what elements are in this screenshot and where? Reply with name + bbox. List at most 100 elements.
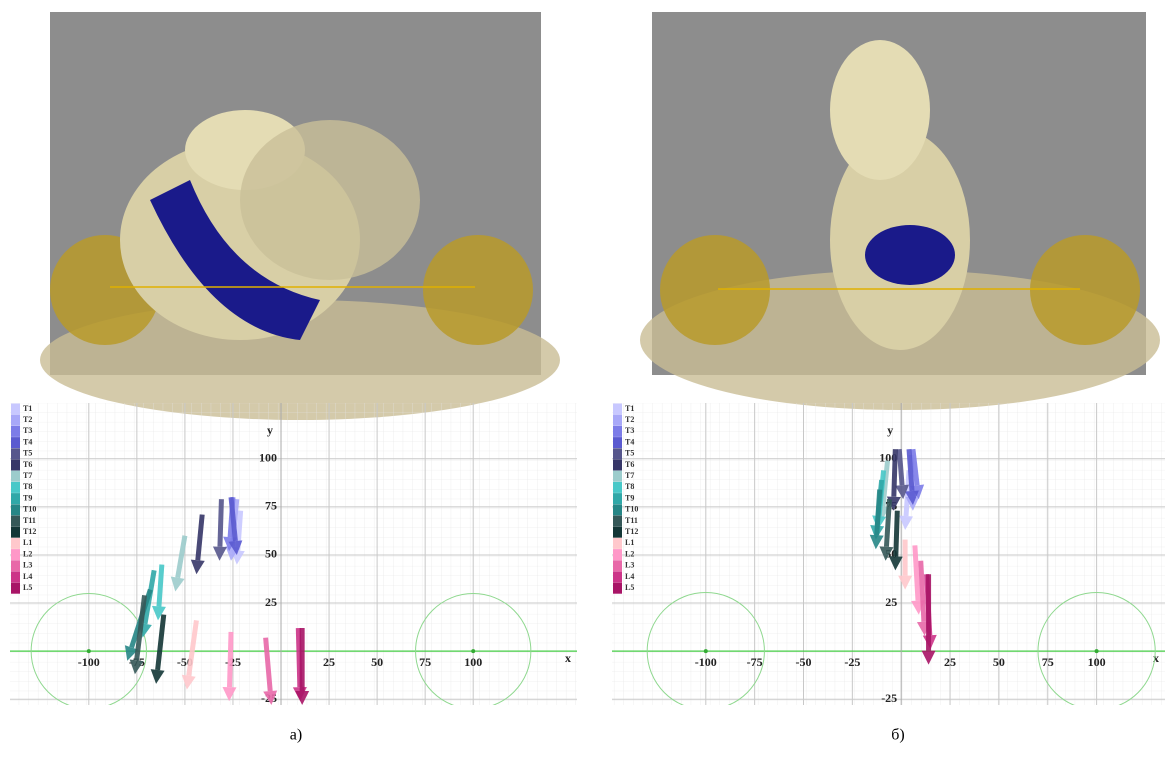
legend-label: T4 (23, 437, 32, 446)
legend-label: T9 (625, 493, 634, 502)
x-tick-label: -100 (695, 655, 717, 669)
x-tick-label: -100 (78, 655, 100, 669)
vector-arrow (894, 449, 896, 497)
legend-swatch (11, 504, 20, 515)
legend-swatch (11, 560, 20, 571)
legend-label: T3 (625, 426, 634, 435)
legend-label: L2 (23, 549, 32, 558)
legend-label: T9 (23, 493, 32, 502)
legend-label: T3 (23, 426, 32, 435)
legend-swatch (11, 448, 20, 459)
x-tick-label: 100 (1088, 655, 1106, 669)
y-axis-label: y (267, 423, 273, 437)
legend-swatch (11, 538, 20, 549)
legend-label: L3 (625, 561, 634, 570)
x-tick-label: 75 (419, 655, 431, 669)
center-dot (471, 649, 475, 653)
legend-label: L5 (23, 583, 32, 592)
x-tick-label: 50 (993, 655, 1005, 669)
x-tick-label: -25 (225, 655, 241, 669)
y-tick-label: 25 (265, 595, 277, 609)
legend-swatch (11, 549, 20, 560)
vector-arrow (159, 565, 162, 607)
legend-label: T6 (625, 460, 634, 469)
render-right (640, 12, 1160, 410)
vector-arrow (896, 511, 897, 557)
y-tick-label: 25 (885, 595, 897, 609)
legend-swatch (613, 482, 622, 493)
legend-swatch (613, 560, 622, 571)
legend-label: T8 (23, 482, 32, 491)
legend-swatch (11, 426, 20, 437)
legend-label: T11 (625, 516, 638, 525)
x-tick-label: 100 (464, 655, 482, 669)
legend-swatch (613, 538, 622, 549)
y-tick-label: 50 (265, 547, 277, 561)
legend-swatch (613, 527, 622, 538)
x-axis-label: x (565, 651, 571, 665)
legend-swatch (11, 415, 20, 426)
legend-label: L4 (625, 572, 634, 581)
y-tick-label: -25 (881, 691, 897, 705)
x-tick-label: 50 (371, 655, 383, 669)
legend-label: T2 (23, 415, 32, 424)
legend-label: T12 (625, 527, 638, 536)
legend-label: T12 (23, 527, 36, 536)
legend-swatch (613, 437, 622, 448)
legend-swatch (613, 583, 622, 594)
legend-swatch (11, 471, 20, 482)
legend-label: T7 (23, 471, 32, 480)
legend-label: L4 (23, 572, 32, 581)
legend-label: T10 (23, 505, 36, 514)
legend-label: L5 (625, 583, 634, 592)
legend-label: T5 (23, 449, 32, 458)
legend-swatch (613, 404, 622, 415)
legend-label: T1 (23, 404, 32, 413)
legend-swatch (613, 504, 622, 515)
vector-arrow (230, 632, 232, 687)
legend-swatch (11, 493, 20, 504)
legend-swatch (11, 516, 20, 527)
legend-label: T1 (625, 404, 634, 413)
legend-label: T10 (625, 505, 638, 514)
x-tick-label: -75 (747, 655, 763, 669)
caption: б) (891, 727, 904, 744)
legend-swatch (11, 404, 20, 415)
legend-swatch (613, 549, 622, 560)
vector-arrow (915, 545, 918, 600)
figure: а) б) -100 -75 -50 -25 25 50 75 100 -25 25 50 75 100… (0, 0, 1175, 753)
legend-swatch (613, 426, 622, 437)
x-tick-label: -25 (844, 655, 860, 669)
legend-swatch (11, 572, 20, 583)
legend-swatch (11, 460, 20, 471)
legend-swatch (613, 415, 622, 426)
center-dot (704, 649, 708, 653)
x-tick-label: -50 (795, 655, 811, 669)
legend-swatch (11, 583, 20, 594)
legend-label: L1 (625, 538, 634, 547)
legend-label: L3 (23, 561, 32, 570)
legend-label: L2 (625, 549, 634, 558)
center-dot (87, 649, 91, 653)
vector-arrow (220, 499, 221, 547)
legend-swatch (613, 572, 622, 583)
legend-swatch (613, 516, 622, 527)
vector-chart: -100-75-50-25255075100-25255075100xyT1T2… (10, 403, 577, 709)
legend-label: T11 (23, 516, 36, 525)
caption: а) (290, 727, 302, 744)
legend-label: T7 (625, 471, 634, 480)
y-tick-label: 75 (265, 499, 277, 513)
legend-label: T2 (625, 415, 634, 424)
legend-label: T6 (23, 460, 32, 469)
vector-arrow (899, 449, 902, 485)
vector-arrow (298, 628, 300, 687)
legend-label: T8 (625, 482, 634, 491)
render-left (40, 12, 560, 420)
legend-label: T4 (625, 437, 634, 446)
legend-swatch (613, 448, 622, 459)
legend-swatch (11, 527, 20, 538)
legend-swatch (11, 437, 20, 448)
y-tick-label: 100 (259, 451, 277, 465)
x-tick-label: 25 (944, 655, 956, 669)
x-tick-label: 75 (1042, 655, 1054, 669)
